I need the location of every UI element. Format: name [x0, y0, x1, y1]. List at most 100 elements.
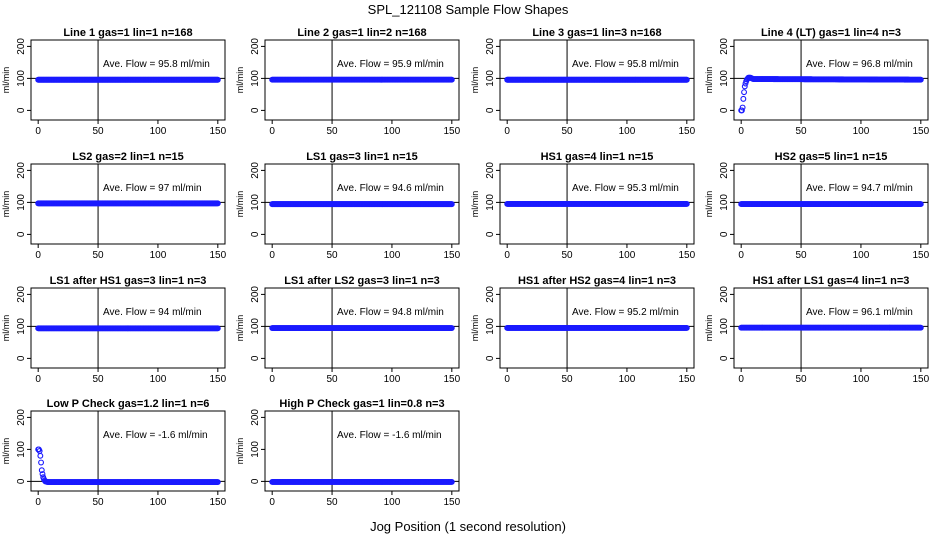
data-point: [214, 325, 221, 332]
y-tick-label: 100: [485, 318, 496, 335]
y-axis-label: ml/min: [235, 438, 245, 465]
data-points: [35, 446, 221, 485]
panel-title: Low P Check gas=1.2 lin=1 n=6: [47, 398, 210, 410]
x-tick-label: 100: [853, 374, 870, 385]
y-tick-label: 0: [485, 231, 496, 237]
average-flow-annotation: Ave. Flow = -1.6 ml/min: [103, 430, 208, 441]
y-tick-label: 100: [16, 70, 27, 87]
x-tick-label: 0: [269, 126, 275, 137]
data-point: [739, 104, 746, 111]
y-tick-label: 200: [250, 286, 261, 303]
x-tick-label: 0: [738, 126, 744, 137]
data-points: [35, 325, 221, 332]
data-point: [38, 459, 45, 466]
plot-frame: [30, 39, 226, 121]
x-tick-label: 50: [92, 374, 104, 385]
x-tick-label: 100: [150, 497, 167, 508]
panel-title: Line 1 gas=1 lin=1 n=168: [63, 27, 192, 39]
y-tick-label: 100: [250, 318, 261, 335]
data-point: [917, 201, 924, 208]
x-tick-label: 50: [92, 126, 104, 137]
plot-frame: [499, 39, 695, 121]
plot-frame: [733, 287, 929, 369]
x-tick-label: 50: [795, 250, 807, 261]
panel: HS1 gas=4 lin=1 n=15 0 50 100 150 0 100 200 ml/m…: [470, 151, 696, 261]
plot-frame: [30, 287, 226, 369]
panel: Low P Check gas=1.2 lin=1 n=6 0 50 100 150 0 1…: [1, 398, 227, 508]
y-tick-label: 200: [16, 38, 27, 55]
y-tick-label: 0: [16, 355, 27, 361]
y-axis-label: ml/min: [470, 191, 480, 218]
y-tick-label: 200: [250, 38, 261, 55]
x-tick-label: 50: [326, 126, 338, 137]
panel: LS2 gas=2 lin=1 n=15 0 50 100 150 0 100 200 ml/m…: [1, 151, 227, 261]
average-flow-annotation: Ave. Flow = 95.2 ml/min: [572, 307, 679, 318]
y-tick-label: 0: [719, 107, 730, 113]
x-tick-label: 150: [209, 374, 226, 385]
panel-title: LS1 after LS2 gas=3 lin=1 n=3: [284, 275, 440, 287]
data-points: [504, 200, 690, 207]
plot-frame: [499, 287, 695, 369]
x-tick-label: 150: [678, 250, 695, 261]
panel-title: HS1 after LS1 gas=4 lin=1 n=3: [753, 275, 910, 287]
data-points: [738, 324, 924, 331]
y-tick-label: 100: [719, 194, 730, 211]
average-flow-annotation: Ave. Flow = 95.9 ml/min: [337, 59, 444, 70]
panel-title: Line 3 gas=1 lin=3 n=168: [532, 27, 661, 39]
panel: Line 4 (LT) gas=1 lin=4 n=3 0 50 100 150 0 100…: [704, 27, 930, 137]
data-point: [683, 324, 690, 331]
average-flow-annotation: Ave. Flow = 94.7 ml/min: [806, 183, 913, 194]
panel-title: HS1 after HS2 gas=4 lin=1 n=3: [518, 275, 676, 287]
y-tick-label: 100: [485, 194, 496, 211]
y-tick-label: 0: [250, 355, 261, 361]
x-tick-label: 0: [738, 250, 744, 261]
data-point: [214, 200, 221, 207]
x-tick-label: 0: [504, 126, 510, 137]
data-point: [740, 95, 747, 102]
plot-frame: [264, 287, 460, 369]
x-tick-label: 150: [912, 126, 929, 137]
x-tick-label: 0: [269, 497, 275, 508]
data-point: [741, 89, 748, 96]
x-tick-label: 50: [561, 126, 573, 137]
y-tick-label: 200: [719, 162, 730, 179]
panel-title: LS1 after HS1 gas=3 lin=1 n=3: [50, 275, 207, 287]
y-tick-label: 100: [719, 318, 730, 335]
data-point: [683, 200, 690, 207]
x-tick-label: 100: [384, 126, 401, 137]
x-tick-label: 100: [619, 374, 636, 385]
x-tick-label: 150: [209, 126, 226, 137]
panel: HS1 after HS2 gas=4 lin=1 n=3 0 50 100 150 0 1…: [470, 275, 696, 385]
x-tick-label: 50: [561, 374, 573, 385]
y-axis-label: ml/min: [1, 67, 11, 94]
y-tick-label: 200: [719, 38, 730, 55]
panel-title: LS2 gas=2 lin=1 n=15: [72, 151, 184, 163]
x-tick-label: 50: [326, 250, 338, 261]
average-flow-annotation: Ave. Flow = 94 ml/min: [103, 307, 201, 318]
data-point: [214, 76, 221, 83]
x-tick-label: 0: [269, 250, 275, 261]
y-tick-label: 200: [485, 162, 496, 179]
y-tick-label: 0: [16, 231, 27, 237]
panel-title: HS1 gas=4 lin=1 n=15: [541, 151, 654, 163]
x-tick-label: 50: [561, 250, 573, 261]
data-point: [917, 324, 924, 331]
y-axis-label: ml/min: [470, 67, 480, 94]
x-tick-label: 50: [326, 374, 338, 385]
y-tick-label: 0: [250, 231, 261, 237]
y-tick-label: 0: [16, 107, 27, 113]
x-tick-label: 150: [209, 250, 226, 261]
data-points: [738, 74, 924, 114]
x-tick-label: 150: [912, 250, 929, 261]
data-point: [448, 325, 455, 332]
x-tick-label: 100: [150, 126, 167, 137]
x-tick-label: 150: [678, 126, 695, 137]
y-tick-label: 200: [485, 286, 496, 303]
x-tick-label: 150: [209, 497, 226, 508]
data-points: [269, 76, 455, 83]
panel: LS1 after HS1 gas=3 lin=1 n=3 0 50 100 150 0 1…: [1, 275, 227, 385]
data-point: [448, 201, 455, 208]
y-tick-label: 100: [250, 194, 261, 211]
x-tick-label: 100: [619, 250, 636, 261]
x-tick-label: 150: [912, 374, 929, 385]
